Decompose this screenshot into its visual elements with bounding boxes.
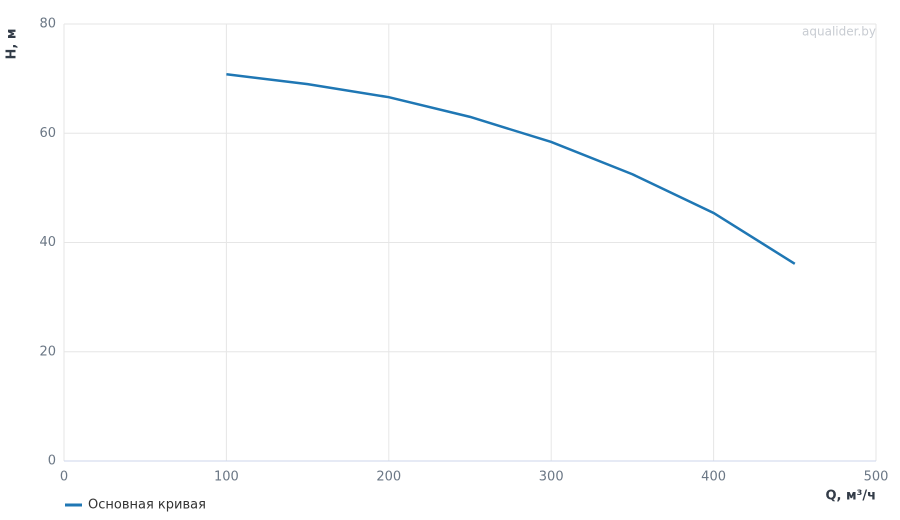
y-axis-title: H, м: [5, 29, 20, 60]
y-tick-label: 60: [39, 126, 56, 141]
y-tick-label: 0: [48, 454, 56, 469]
y-tick-label: 80: [39, 17, 56, 32]
legend-label: Основная кривая: [88, 498, 206, 513]
y-tick-label: 40: [39, 235, 56, 250]
x-tick-label: 500: [864, 470, 889, 485]
x-tick-label: 0: [60, 470, 68, 485]
series-line: [226, 73, 796, 265]
x-tick-label: 300: [539, 470, 564, 485]
watermark: aqualider.by: [802, 25, 876, 39]
x-axis-title: Q, м³/ч: [825, 489, 876, 504]
y-tick-label: 20: [39, 344, 56, 359]
x-tick-label: 100: [214, 470, 239, 485]
x-tick-label: 200: [376, 470, 401, 485]
x-tick-label: 400: [701, 470, 726, 485]
